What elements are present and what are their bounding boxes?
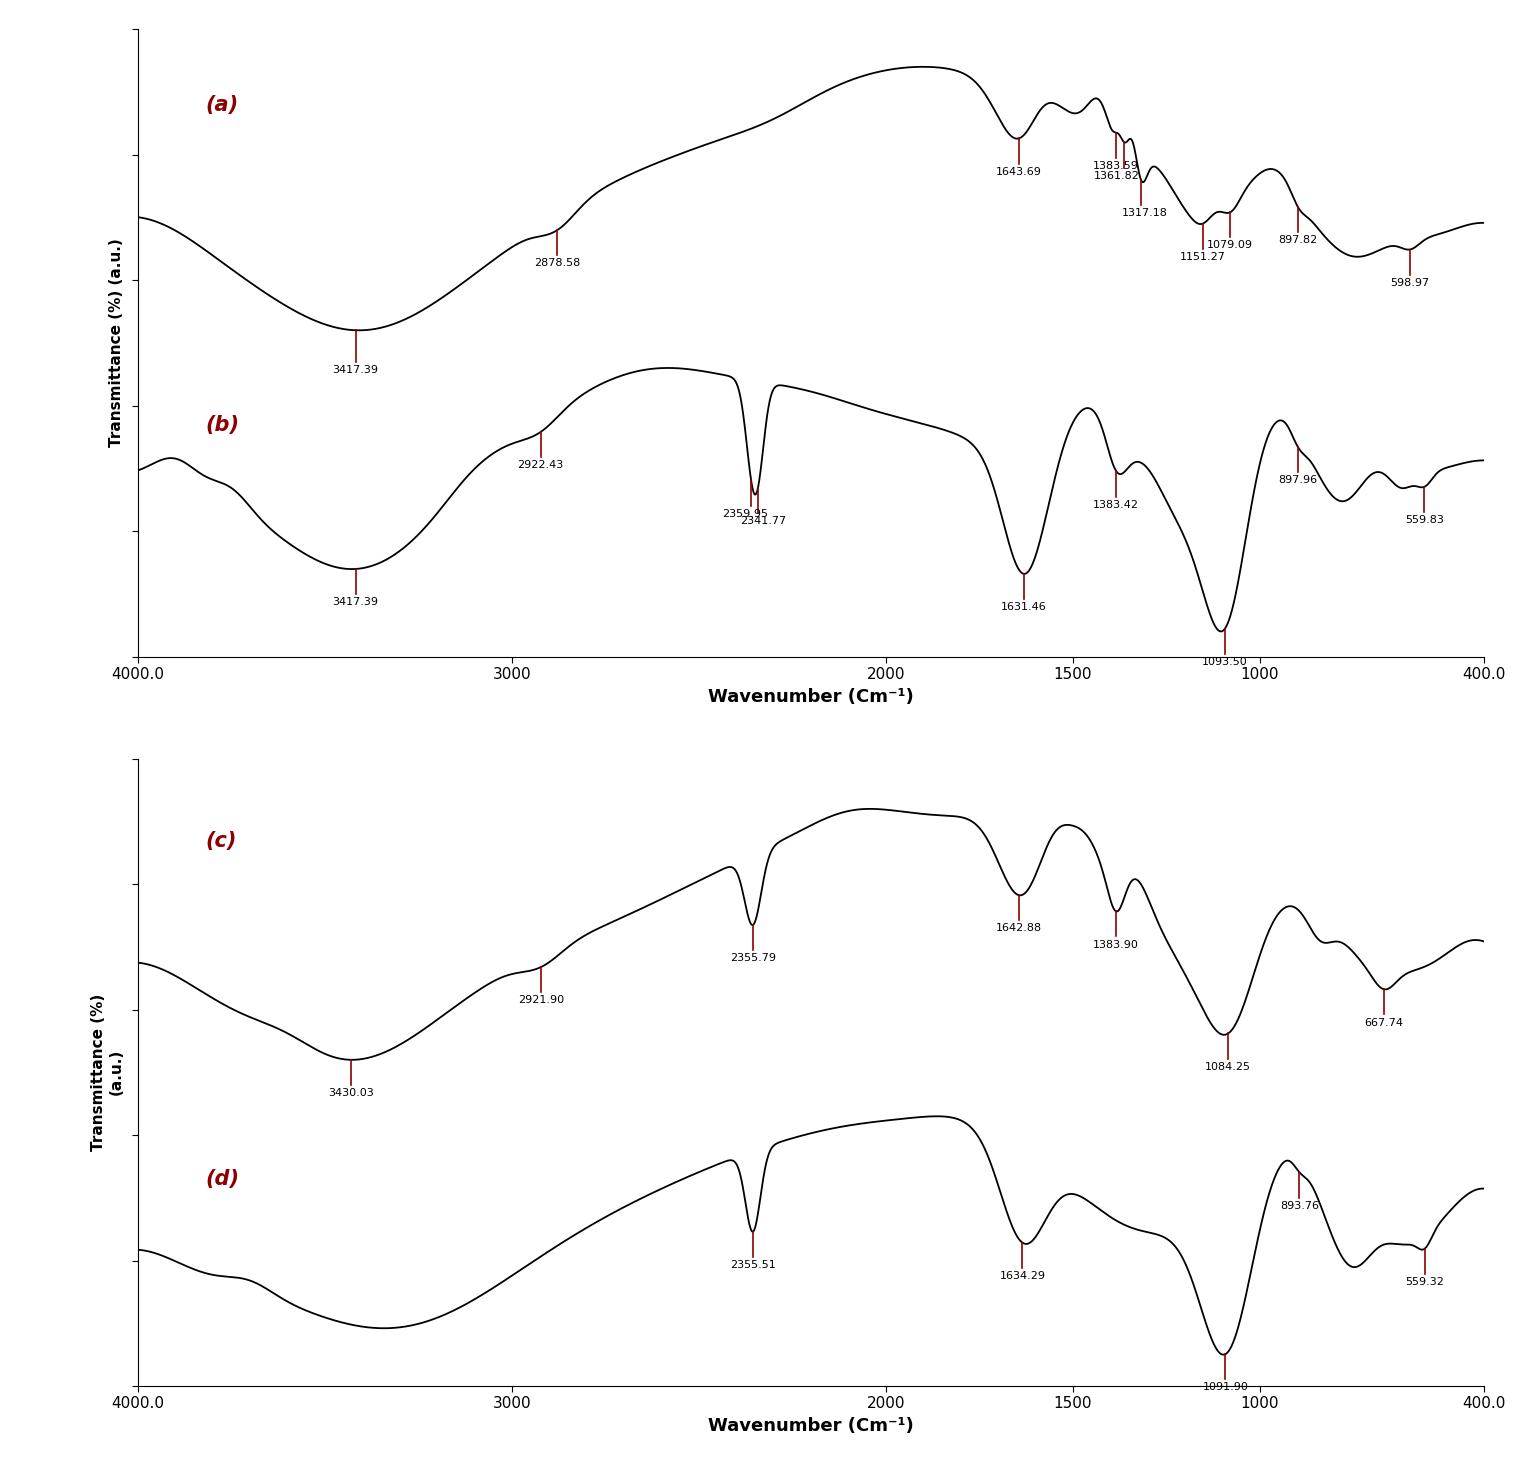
Text: 598.97: 598.97 xyxy=(1391,277,1429,287)
Text: 2921.90: 2921.90 xyxy=(517,995,565,1005)
Text: 1093.50: 1093.50 xyxy=(1203,657,1247,667)
Text: 667.74: 667.74 xyxy=(1365,1017,1403,1027)
Text: 1151.27: 1151.27 xyxy=(1180,252,1226,261)
Text: 2355.51: 2355.51 xyxy=(730,1261,776,1269)
Y-axis label: Transmittance (%)
(a.u.): Transmittance (%) (a.u.) xyxy=(92,994,124,1151)
Text: 897.82: 897.82 xyxy=(1278,235,1317,245)
Text: 2878.58: 2878.58 xyxy=(534,258,580,268)
Text: 1631.46: 1631.46 xyxy=(1001,603,1047,611)
Text: (b): (b) xyxy=(205,414,239,435)
Text: (d): (d) xyxy=(205,1169,239,1189)
Text: 3417.39: 3417.39 xyxy=(332,365,378,375)
Text: 1642.88: 1642.88 xyxy=(996,924,1042,934)
Text: 559.32: 559.32 xyxy=(1405,1277,1444,1287)
Text: 2341.77: 2341.77 xyxy=(741,516,786,527)
Text: 1634.29: 1634.29 xyxy=(999,1271,1045,1281)
X-axis label: Wavenumber (Cm⁻¹): Wavenumber (Cm⁻¹) xyxy=(708,687,913,706)
Y-axis label: Transmittance (%) (a.u.): Transmittance (%) (a.u.) xyxy=(109,238,124,448)
Text: 1084.25: 1084.25 xyxy=(1206,1062,1252,1072)
Text: 2922.43: 2922.43 xyxy=(517,460,565,470)
Text: (c): (c) xyxy=(205,830,237,851)
Text: 3430.03: 3430.03 xyxy=(327,1088,373,1099)
Text: 1079.09: 1079.09 xyxy=(1207,241,1253,251)
Text: 1383.90: 1383.90 xyxy=(1092,940,1138,950)
Text: 1091.90: 1091.90 xyxy=(1203,1383,1248,1392)
Text: 1317.18: 1317.18 xyxy=(1121,209,1167,219)
Text: 3417.39: 3417.39 xyxy=(332,597,378,607)
Text: 1643.69: 1643.69 xyxy=(996,166,1042,177)
Text: (a): (a) xyxy=(205,95,239,115)
Text: 893.76: 893.76 xyxy=(1281,1201,1319,1211)
X-axis label: Wavenumber (Cm⁻¹): Wavenumber (Cm⁻¹) xyxy=(708,1417,913,1436)
Text: 559.83: 559.83 xyxy=(1405,515,1444,525)
Text: 1361.82: 1361.82 xyxy=(1094,171,1140,181)
Text: 2359.95: 2359.95 xyxy=(722,509,768,519)
Text: 897.96: 897.96 xyxy=(1278,476,1317,486)
Text: 1383.59: 1383.59 xyxy=(1094,160,1140,171)
Text: 1383.42: 1383.42 xyxy=(1094,499,1140,509)
Text: 2355.79: 2355.79 xyxy=(730,953,776,963)
